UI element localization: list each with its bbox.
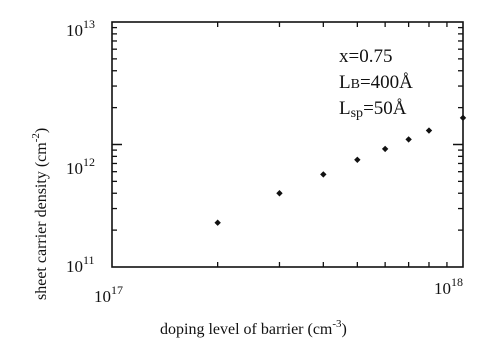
data-point-2 xyxy=(320,171,327,178)
x-tick-label-1e17: 1017 xyxy=(94,283,123,306)
data-point-3 xyxy=(354,156,361,164)
data-point-6 xyxy=(425,127,433,134)
y-tick-label-1e13: 1013 xyxy=(66,17,95,40)
plot-area xyxy=(111,21,464,268)
data-point-7 xyxy=(459,114,467,122)
y-tick-label-1e12: 1012 xyxy=(66,155,95,178)
annotation-lb: LB=400Å xyxy=(339,72,413,93)
x-tick-label-1e18: 1018 xyxy=(434,275,463,298)
annotation-x-value: x=0.75 xyxy=(339,46,392,67)
y-axis-label: sheet carrier density (cm-2) xyxy=(30,128,50,300)
x-axis-label: doping level of barrier (cm-3) xyxy=(160,318,347,338)
y-tick-label-1e11: 1011 xyxy=(66,253,95,276)
annotation-lsp: Lsp=50Å xyxy=(339,98,407,121)
data-point-5 xyxy=(405,136,412,143)
data-point-4 xyxy=(381,145,389,153)
data-point-1 xyxy=(276,190,283,197)
minor-ticks xyxy=(112,22,463,267)
data-points xyxy=(214,114,467,226)
data-point-0 xyxy=(214,219,221,226)
